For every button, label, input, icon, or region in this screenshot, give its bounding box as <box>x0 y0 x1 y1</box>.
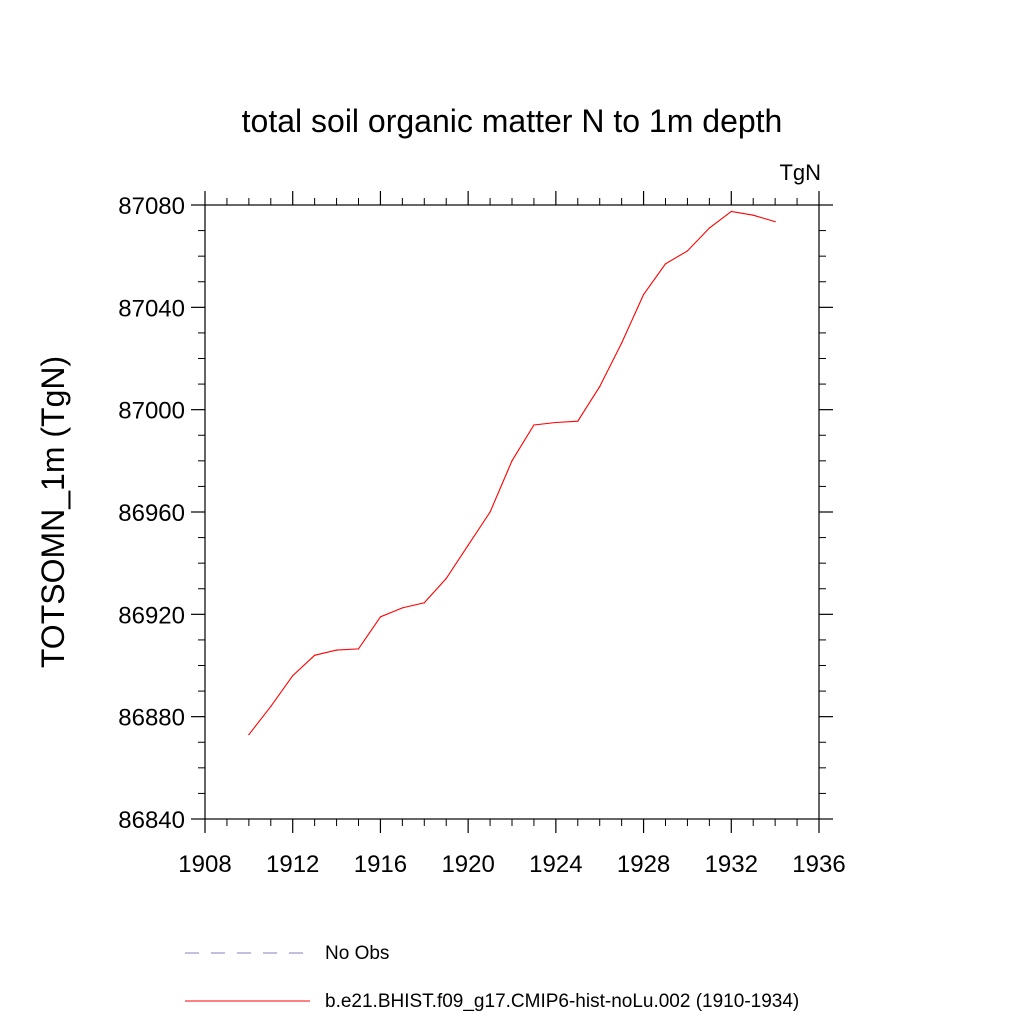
data-point <box>599 386 601 388</box>
plot-frame <box>204 204 820 820</box>
data-point <box>467 544 469 546</box>
y-tick-label: 86840 <box>118 807 185 834</box>
data-point <box>248 733 250 736</box>
data-point <box>642 293 645 296</box>
legend-label-series: b.e21.BHIST.f09_g17.CMIP6-hist-noLu.002 … <box>325 991 799 1012</box>
x-tick-label: 1936 <box>792 851 845 878</box>
x-axis-ticks: 1908 1912 1916 1920 1924 1928 1932 1936 <box>178 191 846 878</box>
x-tick-label: 1912 <box>266 851 319 878</box>
data-point <box>621 342 623 344</box>
series-line <box>248 210 776 735</box>
data-point <box>730 210 732 212</box>
data-point <box>314 654 316 656</box>
data-point <box>577 420 579 422</box>
data-point <box>774 221 776 223</box>
data-point <box>445 577 447 580</box>
y-tick-label: 86880 <box>118 705 185 732</box>
series-group <box>248 210 776 736</box>
data-point <box>752 214 754 216</box>
data-point <box>511 460 513 462</box>
x-tick-label: 1924 <box>529 851 582 878</box>
x-tick-label: 1920 <box>441 851 494 878</box>
y-tick-label: 86960 <box>118 500 185 527</box>
data-point <box>423 602 425 604</box>
y-tick-label: 87080 <box>118 193 185 220</box>
legend: No Obs b.e21.BHIST.f09_g17.CMIP6-hist-no… <box>185 943 799 1012</box>
data-point <box>357 648 360 650</box>
data-point <box>489 511 491 513</box>
data-point <box>708 227 710 229</box>
data-point <box>533 424 535 426</box>
data-point <box>401 607 403 609</box>
y-axis-label: TOTSOMN_1m (TgN) <box>35 356 71 668</box>
chart-title: total soil organic matter N to 1m depth <box>242 103 783 139</box>
data-point <box>664 263 667 265</box>
legend-label-no-obs: No Obs <box>325 943 389 964</box>
data-point <box>270 705 272 708</box>
y-tick-label: 87000 <box>118 398 185 425</box>
data-point <box>555 421 557 424</box>
data-point <box>335 649 338 651</box>
x-tick-label: 1916 <box>354 851 407 878</box>
data-point <box>379 616 382 618</box>
x-tick-label: 1932 <box>705 851 758 878</box>
y-tick-label: 86920 <box>118 602 185 629</box>
y-axis-ticks: 86840 86880 86920 86960 87000 87040 87080 <box>118 193 833 834</box>
x-tick-label: 1908 <box>178 851 231 878</box>
data-point <box>292 675 294 677</box>
units-label: TgN <box>779 160 821 185</box>
x-tick-label: 1928 <box>617 851 670 878</box>
data-point <box>686 250 689 252</box>
y-tick-label: 87040 <box>118 295 185 322</box>
